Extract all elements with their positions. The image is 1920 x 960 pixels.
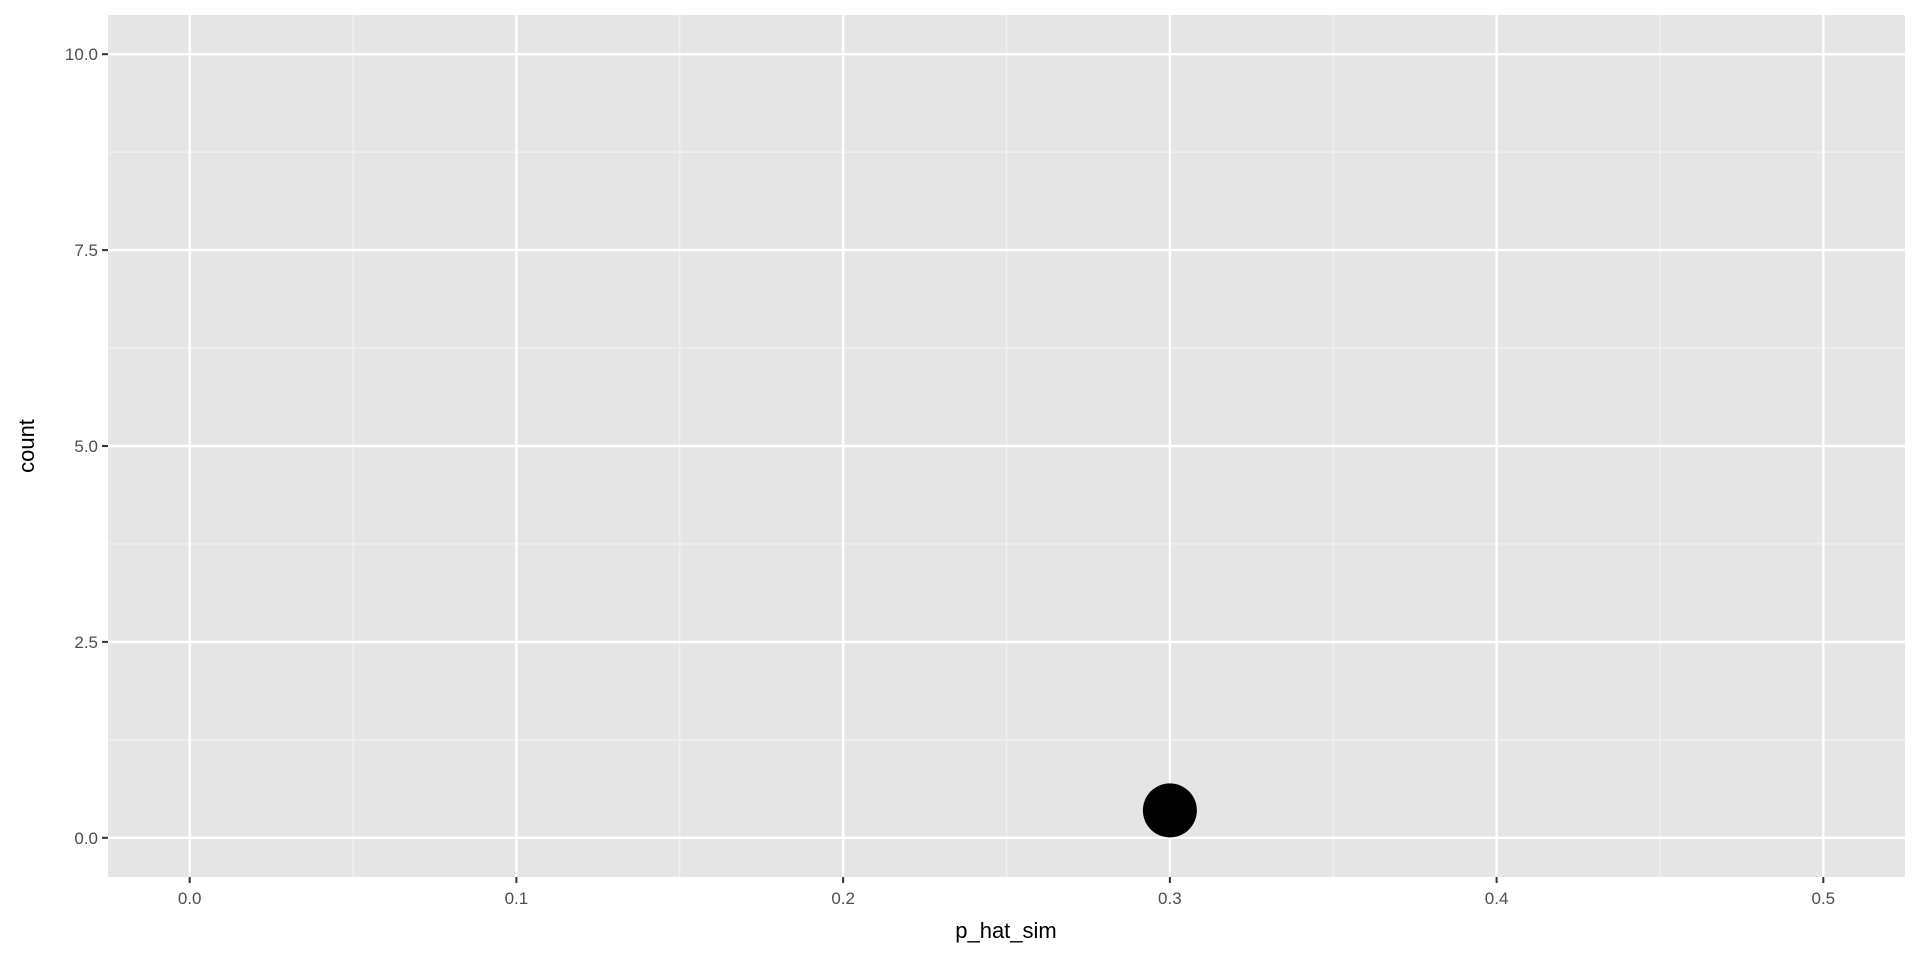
x-tick-label: 0.0	[178, 889, 202, 908]
y-axis-ticks: 0.0 2.5 5.0 7.5 10.0	[65, 45, 108, 848]
x-tick-label: 0.5	[1811, 889, 1835, 908]
y-tick-label: 5.0	[74, 437, 98, 456]
y-tick-label: 2.5	[74, 633, 98, 652]
data-points	[1142, 783, 1197, 838]
y-axis-title: count	[14, 419, 39, 473]
x-tick-label: 0.1	[505, 889, 529, 908]
y-tick-label: 7.5	[74, 241, 98, 260]
x-tick-label: 0.4	[1485, 889, 1509, 908]
x-tick-label: 0.2	[831, 889, 855, 908]
x-axis-title: p_hat_sim	[955, 918, 1057, 943]
data-point	[1142, 783, 1197, 838]
major-gridlines	[108, 15, 1905, 877]
x-axis-ticks: 0.0 0.1 0.2 0.3 0.4 0.5	[178, 877, 1835, 908]
y-tick-label: 0.0	[74, 829, 98, 848]
y-tick-label: 10.0	[65, 45, 98, 64]
x-tick-label: 0.3	[1158, 889, 1182, 908]
